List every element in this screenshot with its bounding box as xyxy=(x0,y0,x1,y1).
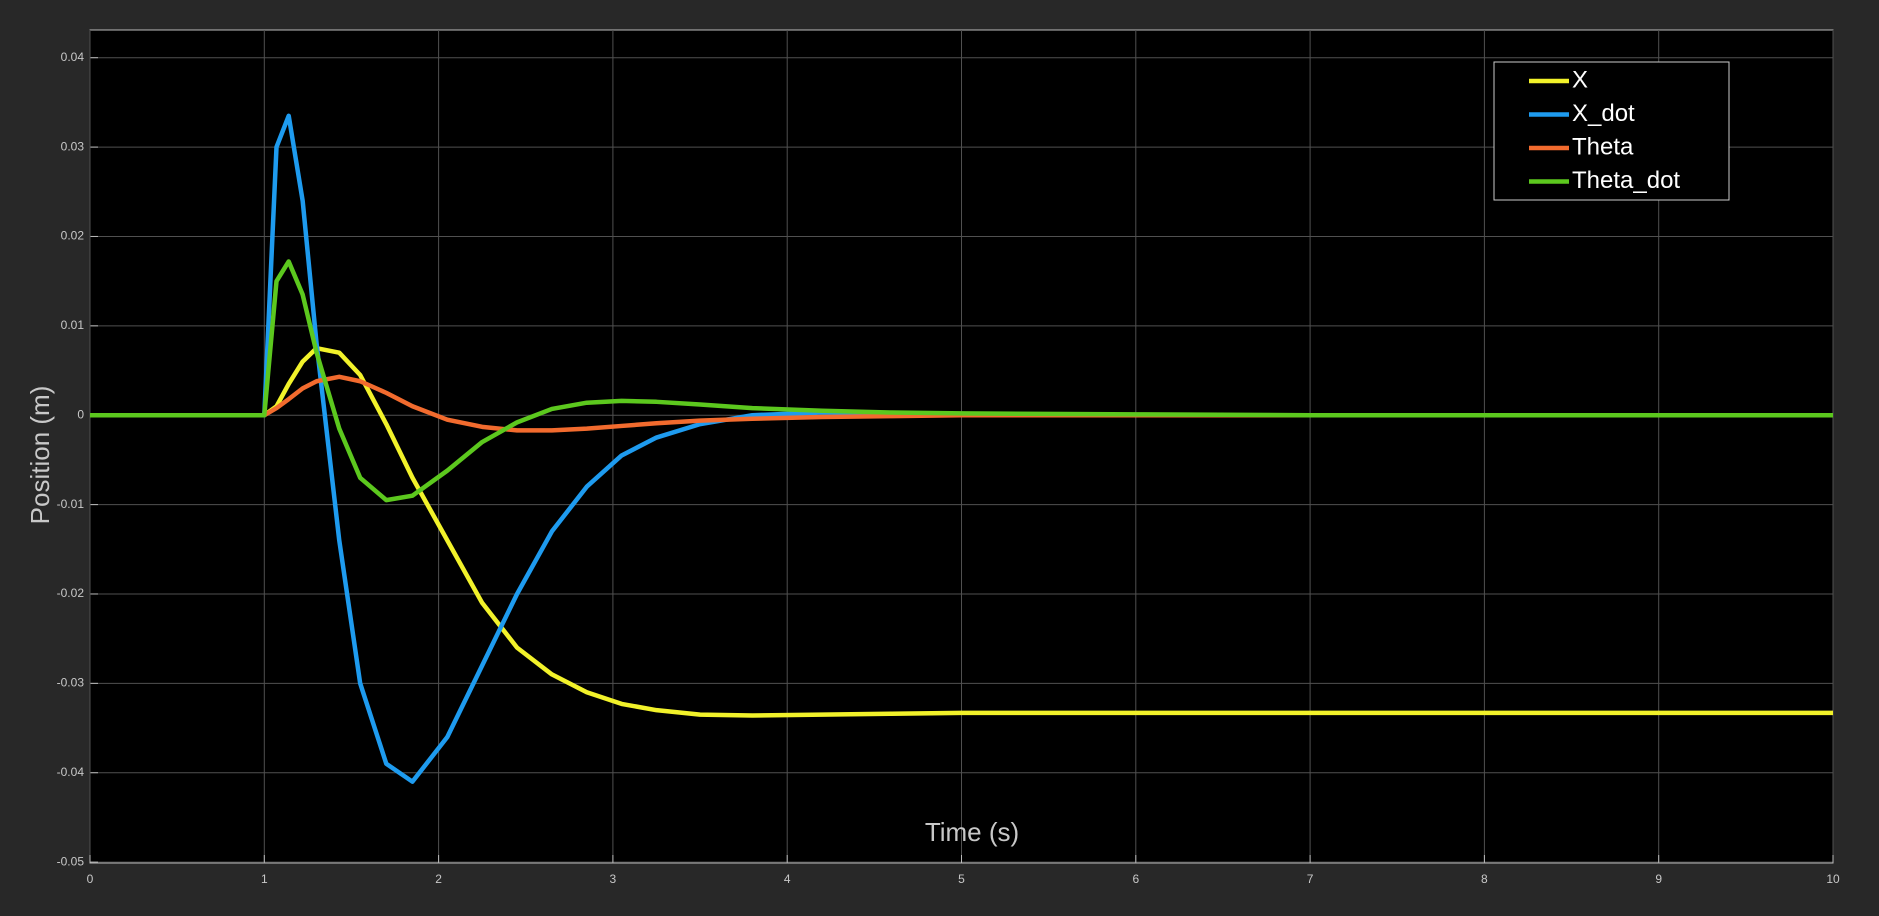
x-tick-label: 1 xyxy=(261,872,268,886)
lines xyxy=(90,113,1833,784)
x-tick-label: 10 xyxy=(1826,872,1840,886)
y-tick-label: 0.03 xyxy=(61,139,85,153)
x-tick-label: 3 xyxy=(610,872,617,886)
x-tick-label: 5 xyxy=(958,872,965,886)
x-tick-label: 9 xyxy=(1655,872,1662,886)
x-tick-label: 4 xyxy=(784,872,791,886)
y-tick-label: -0.02 xyxy=(57,586,85,600)
legend-label: Theta_dot xyxy=(1572,167,1680,194)
legend: X X_dot Theta Theta_dot xyxy=(1493,61,1730,201)
y-tick-label: 0.04 xyxy=(61,50,85,64)
x-tick-label: 7 xyxy=(1307,872,1314,886)
x-tick-label: 6 xyxy=(1132,872,1139,886)
y-tick-label: 0.01 xyxy=(61,318,85,332)
y-tick-label: 0.02 xyxy=(61,229,85,243)
y-axis-label: Position (m) xyxy=(25,386,55,525)
x-tick-label: 2 xyxy=(435,872,442,886)
y-tick-label: 0 xyxy=(77,407,84,421)
legend-box xyxy=(1493,61,1730,201)
y-tick-label: -0.01 xyxy=(57,497,85,511)
y-tick-label: -0.03 xyxy=(57,676,85,690)
legend-label: Theta xyxy=(1572,133,1634,160)
x-tick-label: 8 xyxy=(1481,872,1488,886)
x-axis-label: Time (s) xyxy=(925,817,1019,847)
y-tick-label: -0.04 xyxy=(57,765,85,779)
legend-label: X xyxy=(1572,66,1588,93)
x-tick-label: 0 xyxy=(87,872,94,886)
series-line xyxy=(90,259,1833,503)
legend-label: X_dot xyxy=(1572,100,1635,127)
series-line xyxy=(90,345,1833,718)
y-tick-label: -0.05 xyxy=(57,854,85,868)
